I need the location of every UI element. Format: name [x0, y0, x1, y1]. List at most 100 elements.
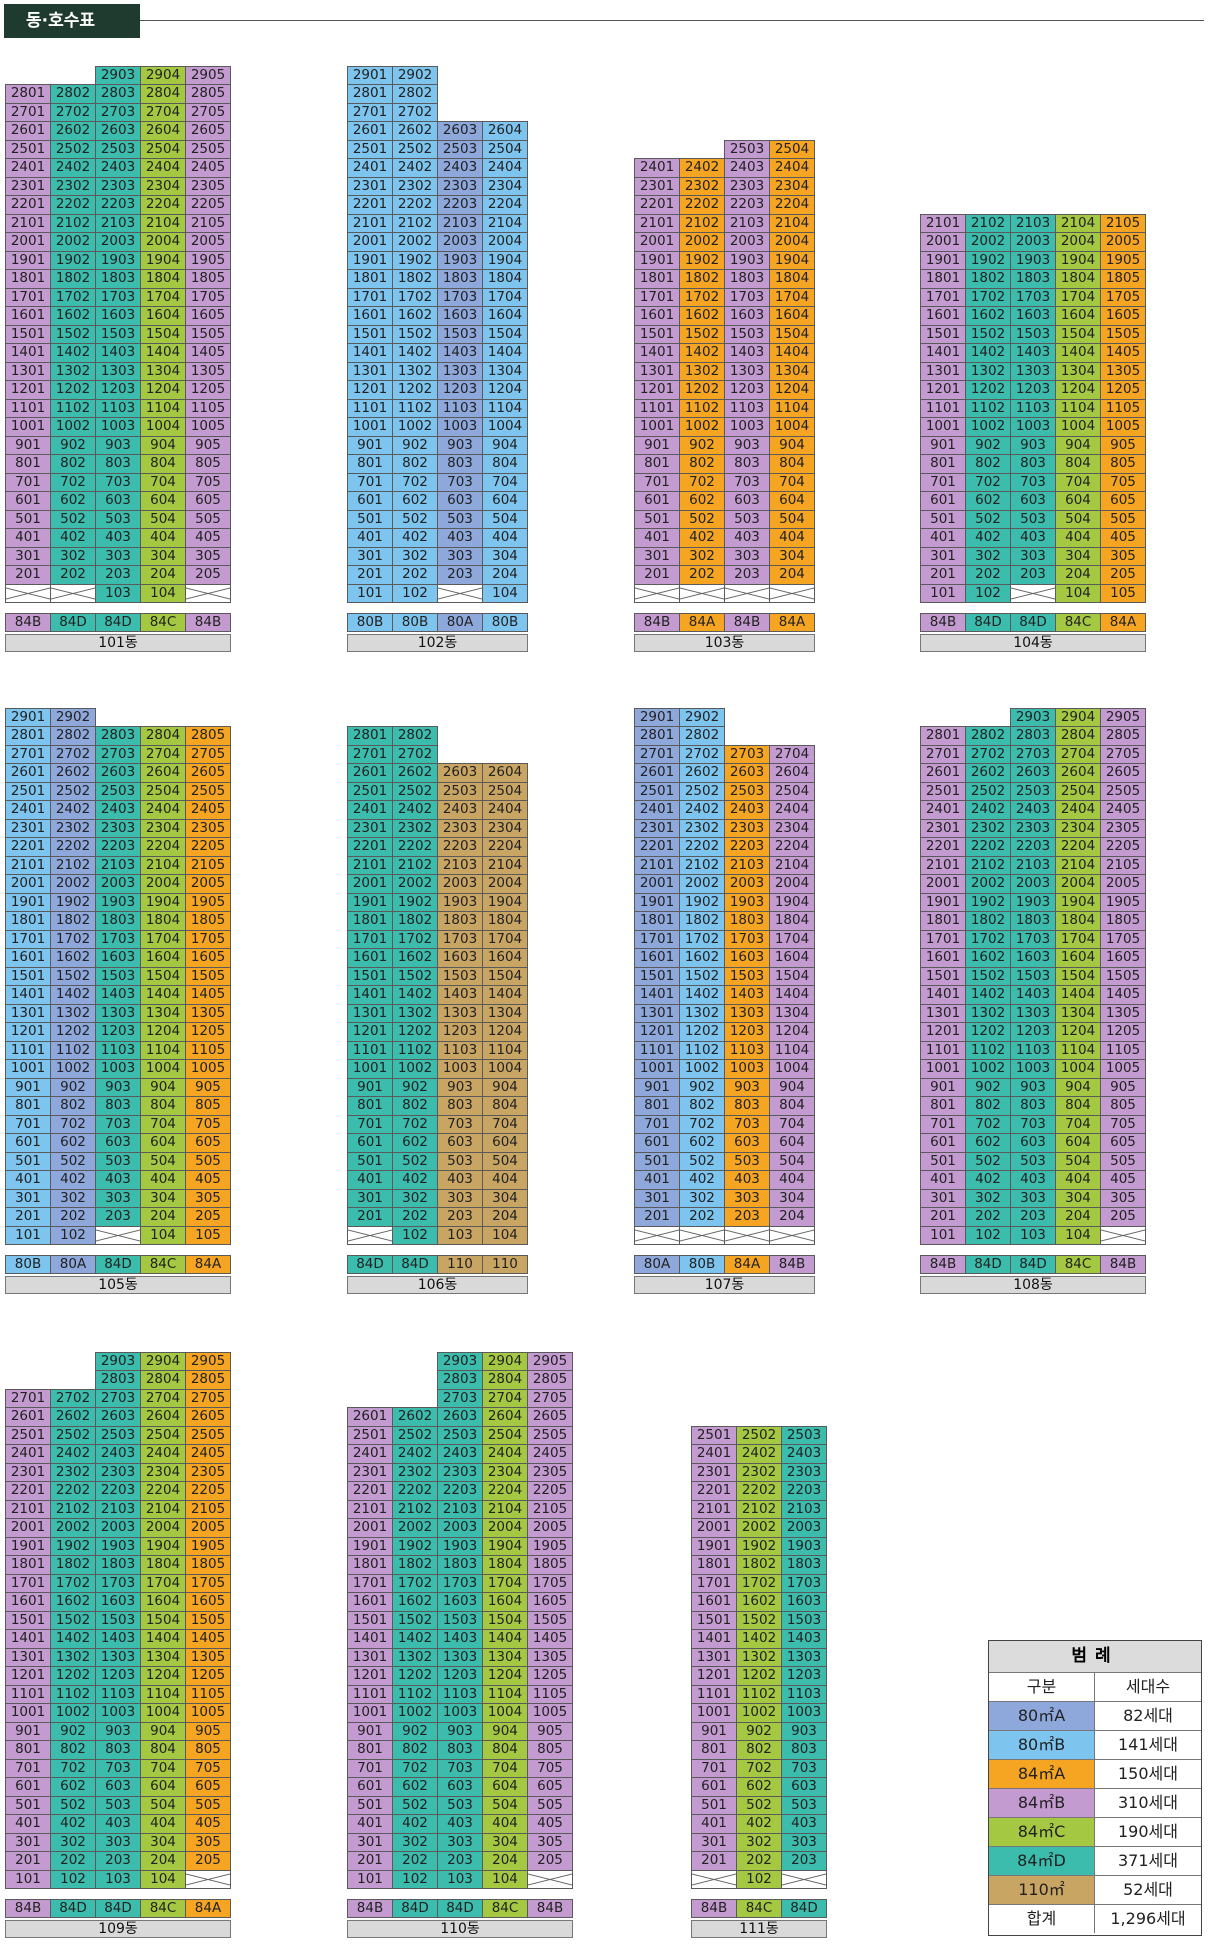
unit-cell: 2405 — [185, 1444, 231, 1464]
unit-cell: 1502 — [965, 966, 1011, 986]
unit-cell: 1701 — [5, 1573, 51, 1593]
unit-cell: 2302 — [965, 818, 1011, 838]
unit-cell: 402 — [965, 528, 1011, 548]
unit-cell: 1701 — [5, 929, 51, 949]
unit-cell: 2003 — [724, 874, 770, 894]
unit-cell: 1705 — [1100, 929, 1146, 949]
unit-cell: 1504 — [140, 1610, 186, 1630]
unit-cell: 2105 — [527, 1499, 573, 1519]
unit-cell: 403 — [437, 1170, 483, 1190]
unit-cell: 304 — [140, 1188, 186, 1208]
unit-cell: 504 — [1055, 1151, 1101, 1171]
unit-cell: 904 — [482, 1721, 528, 1741]
unit-cell: 1901 — [347, 1536, 393, 1556]
unit-cell: 1001 — [634, 417, 680, 437]
unit-cell: 2604 — [769, 763, 815, 783]
unit-cell: 1705 — [185, 929, 231, 949]
unit-cell: 1205 — [185, 1666, 231, 1686]
unit-cell: 2602 — [392, 1407, 438, 1427]
unit-cell: 1804 — [482, 911, 528, 931]
unit-cell: 1701 — [920, 287, 966, 307]
unit-cell: 2004 — [769, 232, 815, 252]
unit-cell: 2303 — [437, 176, 483, 196]
unit-cell: 302 — [392, 1188, 438, 1208]
unit-cell: 1304 — [482, 361, 528, 381]
unit-cell: 804 — [1055, 1096, 1101, 1116]
unit-cell: 902 — [736, 1721, 782, 1741]
unit-cell: 2204 — [140, 837, 186, 857]
unit-cell: 2905 — [185, 1351, 231, 1371]
unit-cell: 404 — [769, 528, 815, 548]
unit-cell: 1904 — [769, 250, 815, 270]
unit-cell: 1103 — [724, 398, 770, 418]
unit-cell: 2002 — [736, 1518, 782, 1538]
unit-cell: 502 — [965, 509, 1011, 529]
unit-cell: 404 — [482, 528, 528, 548]
unit-cell: 1402 — [50, 343, 96, 363]
unit-cell: 2605 — [527, 1407, 573, 1427]
unit-cell: 705 — [527, 1758, 573, 1778]
unit-cell: 1604 — [482, 1592, 528, 1612]
unit-cell: 104 — [1055, 583, 1101, 603]
unit-cell: 603 — [724, 1133, 770, 1153]
unit-cell: 501 — [347, 1795, 393, 1815]
unit-cell: 604 — [1055, 491, 1101, 511]
unit-cell: 405 — [1100, 1170, 1146, 1190]
unit-cell: 2301 — [5, 818, 51, 838]
unit-cell: 2802 — [50, 726, 96, 746]
unit-cell: 401 — [691, 1814, 737, 1834]
unit-cell: 904 — [482, 435, 528, 455]
legend-count: 52세대 — [1123, 1880, 1173, 1899]
unit-cell: 1903 — [95, 892, 141, 912]
unit-cell: 2104 — [482, 1499, 528, 1519]
unit-cell: 603 — [437, 491, 483, 511]
unit-cell: 1201 — [5, 1022, 51, 1042]
unit-cell: 501 — [634, 1151, 680, 1171]
unit-cell: 2801 — [5, 84, 51, 104]
unit-cell: 401 — [5, 1814, 51, 1834]
unit-cell: 1301 — [691, 1647, 737, 1667]
unit-cell: 1805 — [1100, 911, 1146, 931]
unit-cell: 1304 — [1055, 1003, 1101, 1023]
unit-cell: 2601 — [347, 121, 393, 141]
unit-cell: 702 — [965, 1114, 1011, 1134]
unit-cell: 2805 — [1100, 726, 1146, 746]
unit-cell: 1504 — [140, 324, 186, 344]
unit-cell: 2303 — [724, 176, 770, 196]
unit-cell: 102 — [392, 1869, 438, 1889]
unit-cell: 1603 — [95, 948, 141, 968]
unit-cell: 1504 — [1055, 966, 1101, 986]
unit-cell: 2004 — [140, 232, 186, 252]
unit-cell: 1104 — [769, 1040, 815, 1060]
unit-cell: 903 — [95, 1077, 141, 1097]
type-label: 84A — [769, 613, 815, 632]
unit-cell: 102 — [392, 583, 438, 603]
unit-cell: 605 — [527, 1777, 573, 1797]
unit-cell: 2203 — [437, 837, 483, 857]
unit-cell: 1401 — [920, 985, 966, 1005]
unit-cell: 2104 — [482, 213, 528, 233]
unit-cell: 2404 — [482, 158, 528, 178]
unit-cell: 1802 — [392, 1555, 438, 1575]
unit-cell: 204 — [140, 1851, 186, 1871]
unit-cell: 1301 — [5, 361, 51, 381]
unit-cell: 704 — [140, 1758, 186, 1778]
unit-cell: 1403 — [437, 1629, 483, 1649]
unit-cell: 2204 — [482, 837, 528, 857]
unit-cell: 1903 — [1010, 250, 1056, 270]
unit-cell: 2403 — [95, 800, 141, 820]
unit-cell: 1203 — [95, 1022, 141, 1042]
unit-cell: 1701 — [5, 287, 51, 307]
unit-cell: 302 — [736, 1832, 782, 1852]
unit-cell: 1902 — [679, 250, 725, 270]
unit-cell: 1402 — [392, 985, 438, 1005]
legend-header-count: 세대수 — [1125, 1677, 1171, 1696]
unit-cell: 2001 — [5, 1518, 51, 1538]
unit-cell: 1302 — [965, 361, 1011, 381]
unit-cell: 2604 — [140, 121, 186, 141]
unit-cell: 2603 — [95, 121, 141, 141]
type-label: 84D — [781, 1899, 827, 1918]
unit-cell: 103 — [437, 1869, 483, 1889]
unit-cell: 2704 — [140, 1388, 186, 1408]
unit-cell: 1702 — [50, 929, 96, 949]
